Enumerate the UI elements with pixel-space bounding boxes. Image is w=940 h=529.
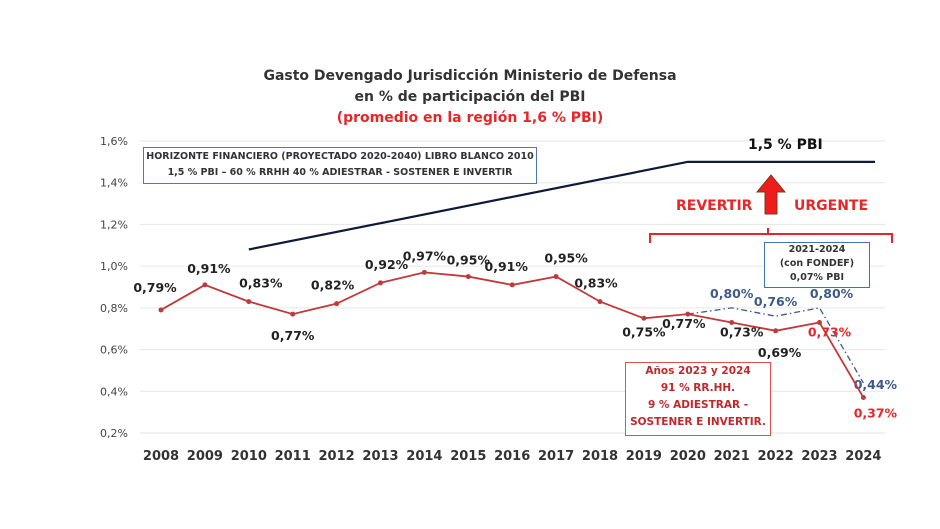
fondef-data-label: 0,44% — [854, 377, 898, 392]
x-tick-label: 2010 — [231, 449, 267, 464]
fondef-data-label: 0,76% — [754, 294, 798, 309]
data-point — [860, 395, 866, 401]
y-tick-label: 0,2% — [100, 427, 128, 440]
data-label: 0,91% — [485, 259, 529, 274]
y-tick-label: 0,8% — [100, 302, 128, 315]
data-point — [685, 311, 691, 317]
data-point — [158, 307, 164, 313]
up-arrow-icon — [755, 174, 787, 215]
x-tick-label: 2015 — [450, 449, 486, 464]
data-label: 0,79% — [133, 280, 177, 295]
x-tick-label: 2008 — [143, 449, 179, 464]
x-tick-label: 2013 — [362, 449, 398, 464]
data-label: 0,95% — [447, 253, 491, 268]
data-label: 0,37% — [854, 406, 898, 421]
y-tick-label: 1,4% — [100, 177, 128, 190]
chart-subtitle-region: (promedio en la región 1,6 % PBI) — [336, 110, 604, 126]
horizon-box: HORIZONTE FINANCIERO (PROYECTADO 2020-20… — [143, 147, 537, 184]
x-tick-label: 2009 — [187, 449, 223, 464]
x-tick-label: 2023 — [801, 449, 837, 464]
data-point — [334, 301, 340, 307]
data-label: 0,92% — [365, 257, 409, 272]
years-box: Años 2023 y 2024 91 % RR.HH. 9 % ADIESTR… — [625, 362, 771, 436]
x-tick-label: 2012 — [319, 449, 355, 464]
data-label: 0,77% — [662, 316, 706, 331]
x-tick-label: 2021 — [714, 449, 750, 464]
fondef-data-label: 0,80% — [710, 286, 754, 301]
x-tick-label: 2011 — [275, 449, 311, 464]
data-label: 0,82% — [311, 278, 355, 293]
target-label: 1,5 % PBI — [748, 137, 823, 153]
x-tick-label: 2019 — [626, 449, 662, 464]
x-tick-label: 2022 — [758, 449, 794, 464]
chart-title: Gasto Devengado Jurisdicción Ministerio … — [263, 68, 677, 84]
data-point — [773, 328, 779, 334]
data-label: 0,75% — [622, 324, 666, 339]
data-point — [597, 299, 603, 305]
years-line2: 91 % RR.HH. — [660, 382, 736, 394]
data-point — [729, 319, 735, 325]
data-label: 0,97% — [403, 248, 447, 263]
y-tick-label: 1,0% — [100, 260, 128, 273]
revertir-brace — [649, 228, 893, 243]
data-label: 0,69% — [758, 345, 802, 360]
data-label: 0,91% — [187, 261, 231, 276]
data-label: 0,73% — [808, 324, 852, 339]
horizon-box-line2: 1,5 % PBI – 60 % RRHH 40 % ADIESTRAR - S… — [167, 167, 513, 178]
fondef-line1: 2021-2024 — [788, 244, 846, 255]
fondef-line — [687, 307, 864, 384]
years-line4: SOSTENER E INVERTIR. — [630, 416, 766, 428]
data-label: 0,95% — [544, 251, 588, 266]
horizon-line — [248, 160, 875, 251]
x-tick-label: 2020 — [670, 449, 706, 464]
fondef-data-label: 0,80% — [810, 286, 854, 301]
y-tick-label: 0,4% — [100, 385, 128, 398]
data-point — [553, 274, 559, 280]
x-tick-label: 2014 — [406, 449, 442, 464]
data-point — [421, 269, 427, 275]
data-point — [465, 274, 471, 280]
horizon-box-line1: HORIZONTE FINANCIERO (PROYECTADO 2020-20… — [146, 151, 534, 162]
data-point — [202, 282, 208, 288]
data-point — [378, 280, 383, 286]
years-line3: 9 % ADIESTRAR - — [647, 399, 749, 411]
x-tick-label: 2016 — [494, 449, 530, 464]
x-tick-label: 2017 — [538, 449, 574, 464]
revertir-label: REVERTIR — [676, 198, 753, 214]
x-tick-label: 2024 — [845, 449, 881, 464]
years-line1: Años 2023 y 2024 — [645, 365, 751, 377]
data-point — [817, 319, 822, 325]
data-label: 0,73% — [720, 324, 764, 339]
data-point — [246, 299, 252, 305]
data-label: 0,83% — [239, 276, 283, 291]
data-point — [290, 311, 296, 317]
chart-subtitle: en % de participación del PBI — [354, 89, 586, 105]
x-tick-label: 2018 — [582, 449, 618, 464]
y-tick-label: 0,6% — [100, 344, 128, 357]
urgente-label: URGENTE — [794, 198, 869, 214]
y-tick-label: 1,2% — [100, 218, 128, 231]
data-point — [641, 315, 647, 321]
data-point — [509, 282, 515, 288]
y-tick-label: 1,6% — [100, 135, 128, 148]
fondef-line2: (con FONDEF) — [779, 258, 855, 269]
data-label: 0,83% — [574, 276, 618, 291]
fondef-box: 2021-2024 (con FONDEF) 0,07% PBI — [764, 242, 870, 288]
fondef-line3: 0,07% PBI — [789, 272, 844, 283]
data-label: 0,77% — [271, 328, 315, 343]
